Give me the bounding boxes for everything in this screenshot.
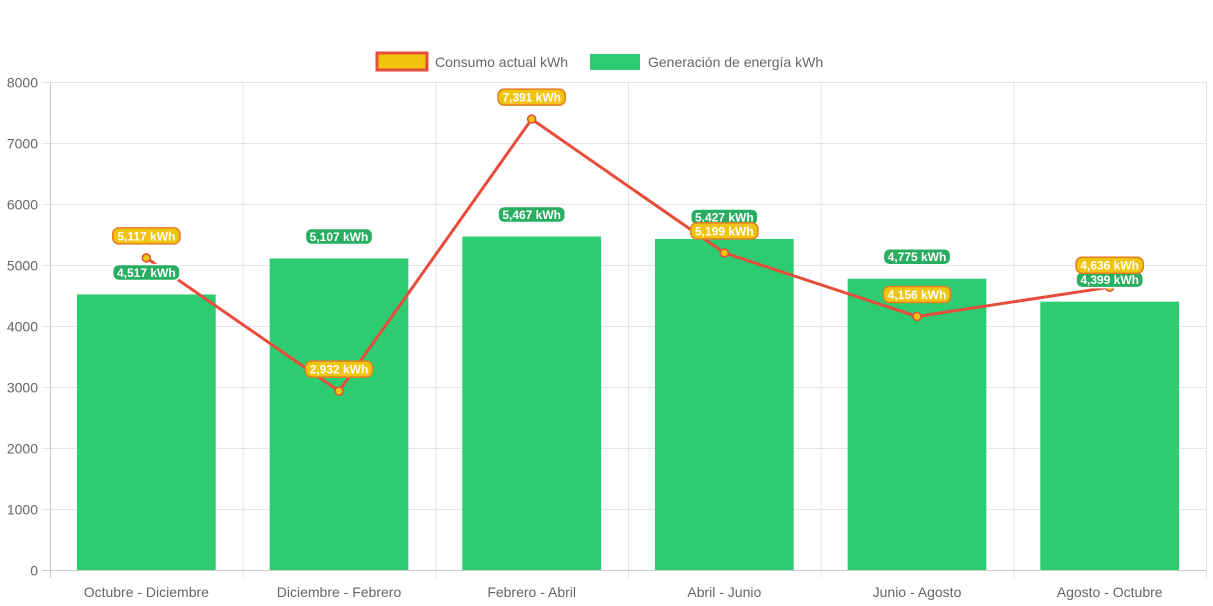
label-consumo-text: 2,932 kWh xyxy=(310,363,369,377)
label-consumo: 5,199 kWh xyxy=(689,222,759,240)
x-tick-label: Octubre - Diciembre xyxy=(84,584,209,600)
label-generacion-bg xyxy=(111,263,181,282)
point-consumo xyxy=(334,386,344,396)
data-labels: 4,517 kWh 5,107 kWh 5,467 kWh 5,427 kWh 4,77… xyxy=(111,88,1145,378)
x-tick-label: Agosto - Octubre xyxy=(1057,584,1163,600)
label-consumo-bg xyxy=(497,88,567,106)
label-consumo-text: 7,391 kWh xyxy=(502,91,561,105)
bar-generacion xyxy=(462,236,602,570)
y-tick-label: 0 xyxy=(30,563,38,579)
y-tick-label: 7000 xyxy=(7,136,38,152)
label-generacion-bg xyxy=(497,205,567,224)
legend: Consumo actual kWh Generación de energía… xyxy=(375,51,823,72)
label-consumo-text: 4,636 kWh xyxy=(1080,259,1139,273)
label-generacion-bg xyxy=(882,247,952,266)
label-generacion: 4,775 kWh xyxy=(882,247,952,266)
label-generacion: 5,467 kWh xyxy=(497,205,567,224)
x-axis: Octubre - Diciembre Diciembre - Febrero Fe… xyxy=(42,570,1206,600)
y-tick-label: 4000 xyxy=(7,319,38,335)
y-tick-label: 2000 xyxy=(7,441,38,457)
y-tick-label: 1000 xyxy=(7,502,38,518)
point-consumo xyxy=(719,248,730,258)
y-tick-label: 3000 xyxy=(7,380,38,396)
label-consumo-bg xyxy=(111,227,181,245)
label-consumo-text: 5,199 kWh xyxy=(695,224,754,238)
point-consumo xyxy=(912,311,922,322)
label-consumo-bg xyxy=(689,222,759,240)
label-consumo: 5,117 kWh xyxy=(111,227,181,245)
x-tick-label: Abril - Junio xyxy=(687,584,761,600)
bar-generacion xyxy=(76,294,216,570)
label-generacion-bg xyxy=(304,227,374,246)
legend-swatch-generacion[interactable] xyxy=(590,54,640,70)
label-consumo: 7,391 kWh xyxy=(497,88,567,106)
label-generacion-text: 4,399 kWh xyxy=(1080,273,1139,287)
y-tick-label: 6000 xyxy=(7,197,38,213)
label-generacion: 4,399 kWh xyxy=(1075,270,1145,289)
x-tick-label: Junio - Agosto xyxy=(873,584,962,600)
bar-generacion xyxy=(847,278,987,570)
label-generacion: 4,517 kWh xyxy=(111,263,181,282)
label-generacion-text: 5,107 kWh xyxy=(310,230,369,244)
y-tick-label: 5000 xyxy=(7,258,38,274)
x-tick-label: Diciembre - Febrero xyxy=(277,584,402,600)
legend-swatch-consumo[interactable] xyxy=(375,51,429,72)
bar-generacion xyxy=(269,258,409,570)
y-axis: 0 1000 2000 3000 4000 5000 6000 7000 8000 xyxy=(7,75,51,579)
label-consumo: 4,636 kWh xyxy=(1075,256,1145,274)
label-generacion: 5,427 kWh xyxy=(689,208,759,226)
bars-generacion xyxy=(76,236,1180,570)
label-consumo-bg xyxy=(304,360,374,378)
label-consumo: 2,932 kWh xyxy=(304,360,374,378)
grid xyxy=(42,82,1207,578)
x-tick-label: Febrero - Abril xyxy=(487,584,576,600)
point-consumo xyxy=(526,114,537,124)
label-consumo: 4,156 kWh xyxy=(882,285,952,304)
label-consumo-bg xyxy=(1075,256,1145,274)
label-generacion: 5,107 kWh xyxy=(304,227,374,246)
bar-generacion xyxy=(1040,301,1180,570)
point-consumo xyxy=(141,253,152,263)
label-generacion-text: 5,467 kWh xyxy=(502,208,561,222)
label-generacion-text: 5,427 kWh xyxy=(695,210,754,224)
label-consumo-text: 4,156 kWh xyxy=(888,288,947,302)
label-generacion-text: 4,775 kWh xyxy=(888,250,947,264)
label-consumo-text: 5,117 kWh xyxy=(117,229,175,243)
y-tick-label: 8000 xyxy=(7,75,38,91)
label-consumo-bg xyxy=(882,285,952,304)
label-generacion-text: 4,517 kWh xyxy=(117,266,176,280)
bar-generacion xyxy=(654,238,794,570)
legend-label-consumo[interactable]: Consumo actual kWh xyxy=(435,54,568,70)
legend-label-generacion[interactable]: Generación de energía kWh xyxy=(648,54,823,70)
